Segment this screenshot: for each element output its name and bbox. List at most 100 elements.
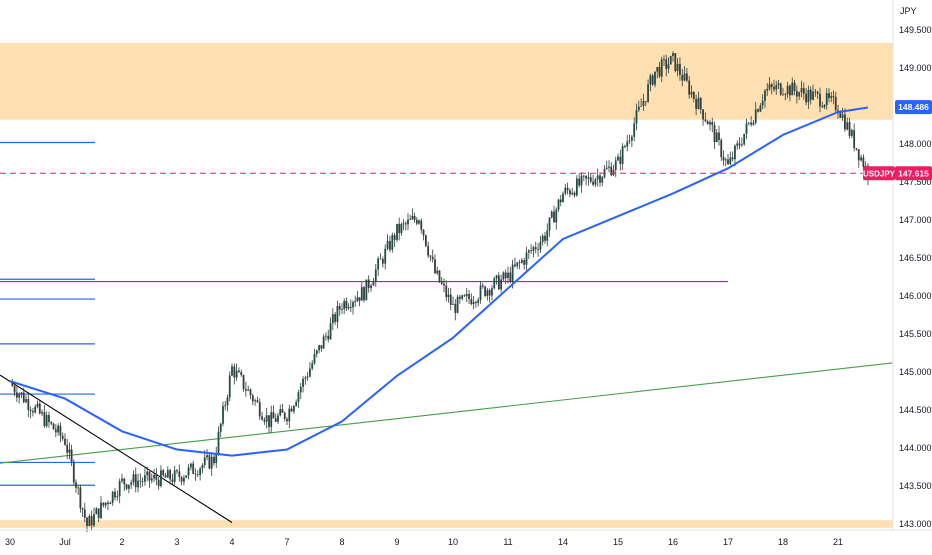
candle-body-290 bbox=[674, 53, 677, 72]
candle-body-204 bbox=[477, 299, 480, 304]
x-tick-label: 16 bbox=[668, 537, 678, 547]
candle-body-244 bbox=[569, 190, 571, 195]
candle-body-130 bbox=[309, 368, 311, 377]
candle-body-45 bbox=[114, 491, 116, 498]
candle-body-145 bbox=[343, 300, 346, 310]
symbol-label: USDJPY bbox=[863, 169, 896, 178]
x-tick-label: 21 bbox=[833, 537, 843, 547]
support-zone[interactable] bbox=[0, 520, 893, 528]
candle-body-95 bbox=[228, 375, 231, 398]
candle-body-220 bbox=[514, 264, 516, 267]
candle-body-103 bbox=[247, 389, 250, 391]
candle-body-27 bbox=[72, 461, 75, 483]
black-downtrend-line[interactable] bbox=[0, 374, 233, 523]
ma-value-label: 148.486 bbox=[898, 102, 929, 112]
candle-body-279 bbox=[649, 75, 652, 85]
candle-body-106 bbox=[254, 400, 257, 402]
candle-body-175 bbox=[411, 215, 414, 220]
candle-body-42 bbox=[107, 502, 109, 505]
candle-body-206 bbox=[481, 285, 484, 287]
candle-body-253 bbox=[589, 177, 592, 182]
candle-body-149 bbox=[352, 302, 354, 308]
candle-body-255 bbox=[594, 179, 597, 185]
candle-body-237 bbox=[553, 211, 555, 223]
candle-body-349 bbox=[809, 89, 812, 100]
candle-body-127 bbox=[302, 378, 304, 387]
candle-body-20 bbox=[57, 425, 60, 433]
candle-body-102 bbox=[244, 389, 247, 391]
y-tick-label: 143.000 bbox=[899, 519, 932, 529]
candle-body-50 bbox=[125, 484, 128, 489]
candle-body-112 bbox=[268, 415, 270, 427]
candle-body-8 bbox=[29, 409, 32, 412]
candle-body-268 bbox=[624, 146, 626, 147]
candle-body-219 bbox=[511, 264, 514, 282]
candle-body-116 bbox=[277, 415, 279, 422]
candle-body-274 bbox=[637, 106, 640, 111]
y-tick-label: 146.500 bbox=[899, 253, 932, 263]
candle-body-321 bbox=[745, 123, 748, 134]
candle-body-121 bbox=[288, 408, 291, 422]
candle-body-359 bbox=[832, 96, 835, 97]
candle-body-78 bbox=[189, 463, 192, 468]
candle-body-322 bbox=[747, 122, 750, 124]
candle-body-283 bbox=[658, 67, 661, 77]
candle-body-298 bbox=[692, 91, 695, 100]
candle-body-39 bbox=[100, 502, 102, 519]
candle-body-300 bbox=[697, 98, 700, 109]
candle-body-366 bbox=[848, 122, 851, 136]
candle-body-196 bbox=[458, 296, 461, 299]
candle-body-285 bbox=[663, 59, 665, 61]
candle-body-169 bbox=[398, 223, 401, 233]
x-tick-label: 30 bbox=[5, 537, 15, 547]
candle-body-245 bbox=[571, 192, 574, 195]
candle-body-54 bbox=[134, 474, 137, 488]
candle-body-197 bbox=[461, 295, 464, 299]
moving-average-line[interactable] bbox=[9, 106, 869, 457]
candle-body-363 bbox=[841, 114, 844, 118]
x-tick-label: 3 bbox=[174, 537, 179, 547]
candle-body-0 bbox=[11, 383, 14, 386]
candle-body-82 bbox=[199, 468, 202, 475]
candle-body-172 bbox=[404, 223, 407, 225]
candle-body-216 bbox=[504, 272, 507, 279]
candle-body-93 bbox=[224, 405, 227, 407]
candle-body-258 bbox=[601, 177, 604, 183]
candle-body-326 bbox=[757, 109, 759, 112]
candle-body-319 bbox=[740, 144, 743, 146]
green-trendline[interactable] bbox=[0, 362, 894, 464]
candle-body-166 bbox=[391, 235, 394, 250]
candle-body-151 bbox=[356, 297, 359, 302]
candle-body-284 bbox=[660, 59, 663, 77]
resistance-zone[interactable] bbox=[0, 42, 893, 120]
candle-body-289 bbox=[672, 53, 674, 56]
last-price-label: 147.615 bbox=[898, 168, 929, 178]
candle-body-144 bbox=[341, 309, 343, 310]
candle-body-181 bbox=[424, 235, 427, 247]
candle-body-53 bbox=[132, 474, 135, 483]
candle-body-171 bbox=[402, 223, 405, 225]
candle-body-265 bbox=[617, 156, 619, 161]
candle-body-100 bbox=[240, 372, 243, 376]
candle-body-136 bbox=[322, 336, 325, 349]
ma-value-badge bbox=[895, 100, 932, 115]
candle-body-351 bbox=[814, 91, 817, 93]
candle-body-337 bbox=[782, 94, 784, 96]
candle-body-187 bbox=[438, 270, 441, 283]
candle-body-41 bbox=[104, 502, 107, 506]
candle-body-71 bbox=[173, 470, 176, 482]
candle-body-79 bbox=[192, 463, 195, 474]
candle-body-4 bbox=[20, 392, 23, 395]
x-tick-label: Jul bbox=[59, 537, 71, 547]
candle-body-157 bbox=[370, 285, 372, 289]
candle-body-315 bbox=[731, 157, 734, 160]
candle-body-135 bbox=[320, 345, 323, 349]
candle-body-123 bbox=[292, 405, 295, 412]
candle-body-52 bbox=[130, 482, 133, 485]
y-tick-label: 147.000 bbox=[899, 215, 932, 225]
candle-body-308 bbox=[715, 132, 718, 143]
candle-body-306 bbox=[711, 122, 714, 126]
candle-body-201 bbox=[470, 299, 473, 305]
